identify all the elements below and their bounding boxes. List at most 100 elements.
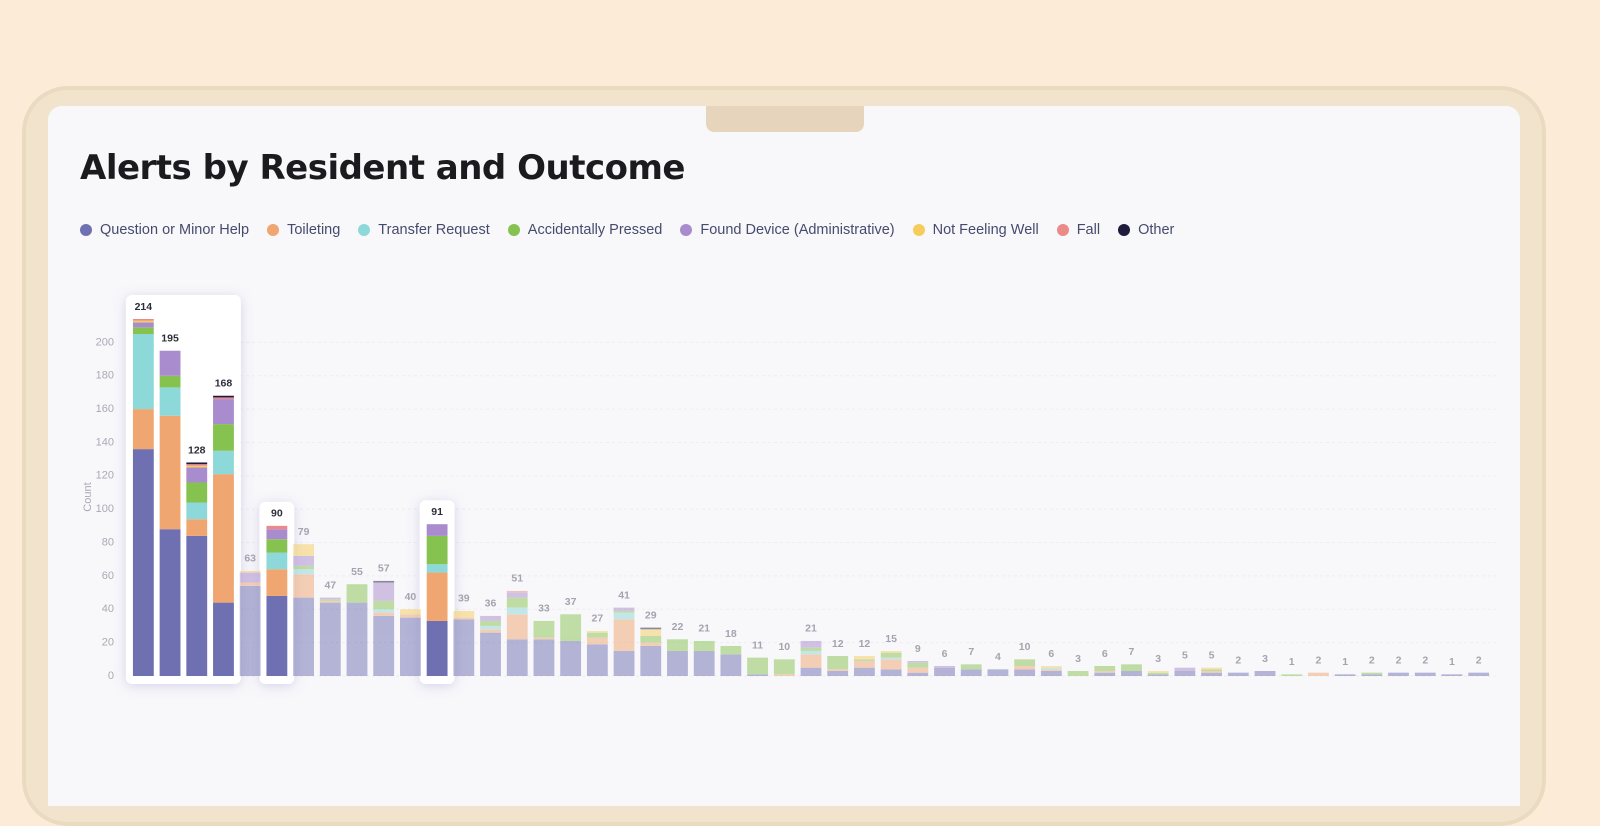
bar-stack (293, 544, 315, 676)
bar-stack (934, 665, 955, 676)
bar-segment (373, 609, 395, 613)
total-label: 90 (271, 508, 283, 520)
bar-segment (693, 650, 715, 676)
bar-segment (1040, 667, 1062, 670)
bar-stack (1147, 670, 1169, 676)
bar-segment (239, 582, 261, 586)
bar-segment (1067, 670, 1089, 676)
legend-item: Fall (1056, 222, 1101, 238)
bar-segment (159, 415, 181, 530)
total-label: 6 (1048, 648, 1054, 660)
bar-stack (346, 584, 368, 676)
bar-segment (533, 637, 555, 640)
legend-label: Found Device (Administrative) (700, 222, 895, 238)
bar-segment (586, 637, 608, 645)
bar-stack (1174, 667, 1196, 676)
bar-segment (426, 524, 448, 536)
bar-segment (853, 655, 875, 660)
bar-stack (773, 659, 795, 676)
bar-stack (613, 607, 635, 676)
bar-stack (506, 590, 528, 676)
bar-segment (346, 584, 368, 603)
bar-stack (560, 614, 582, 676)
bar-segment (506, 614, 528, 640)
bar-stack (640, 627, 662, 676)
total-label: 1 (1449, 656, 1455, 668)
bar-stack (667, 639, 688, 676)
bar-stack (1254, 670, 1276, 676)
total-label: 21 (805, 623, 817, 635)
bar-segment (426, 620, 448, 676)
bar-stack (1094, 665, 1116, 676)
bar-stack (747, 657, 769, 676)
bar-segment (426, 535, 448, 565)
total-label: 47 (324, 579, 336, 591)
bar-segment (1201, 667, 1223, 670)
bar-segment (159, 529, 181, 676)
bar-segment (480, 629, 501, 633)
bar-segment (373, 615, 395, 676)
total-label: 51 (511, 573, 523, 585)
bar-stack (266, 525, 288, 676)
total-label: 4 (995, 651, 1001, 663)
legend: Question or Minor Help Toileting Transfer … (80, 222, 1174, 238)
bar-segment (880, 652, 902, 658)
bar-segment (480, 632, 501, 676)
bar-stack (1040, 665, 1062, 676)
bar-segment (1254, 670, 1276, 676)
total-label: 27 (592, 613, 604, 625)
total-label: 6 (1102, 648, 1108, 660)
bar-segment (934, 667, 955, 676)
bar-segment (747, 657, 769, 675)
bar-segment (720, 645, 742, 655)
bar-stack (239, 570, 261, 676)
bar-segment (1094, 665, 1116, 671)
bar-segment (319, 599, 341, 601)
y-tick-label: 180 (96, 370, 114, 382)
total-label: 12 (832, 638, 844, 650)
bar-segment (1040, 670, 1062, 676)
legend-item: Found Device (Administrative) (680, 222, 895, 238)
legend-label: Question or Minor Help (100, 222, 250, 238)
total-label: 195 (161, 332, 179, 344)
bar-segment (1361, 672, 1383, 675)
total-label: 91 (431, 506, 443, 518)
bar-stack (373, 580, 395, 676)
bar-segment (907, 672, 929, 676)
bar-segment (186, 464, 208, 466)
bar-segment (800, 667, 822, 676)
bar-segment (1334, 674, 1356, 676)
bar-segment (480, 625, 501, 630)
bar-segment (533, 639, 555, 676)
bar-segment (186, 482, 208, 503)
total-label: 3 (1262, 653, 1268, 665)
bar-segment (186, 535, 208, 676)
legend-label: Fall (1076, 222, 1101, 238)
bar-segment (426, 564, 448, 573)
bar-segment (853, 660, 875, 668)
total-label: 9 (915, 643, 921, 655)
total-label: 29 (645, 609, 657, 621)
bar-segment (132, 334, 154, 410)
legend-label: Transfer Request (378, 222, 490, 238)
bar-segment (747, 674, 769, 676)
highlight-card (125, 295, 241, 684)
bar-stack (426, 524, 448, 676)
y-tick-label: 140 (96, 436, 114, 448)
legend-swatch (912, 224, 925, 236)
legend-item: Not Feeling Well (912, 222, 1039, 238)
bar-segment (586, 630, 608, 633)
bar-segment (213, 602, 234, 676)
bar-segment (907, 662, 929, 668)
bar-segment (132, 322, 154, 328)
legend-item: Toileting (267, 222, 340, 238)
bar-segment (346, 602, 368, 676)
bar-segment (1147, 670, 1169, 673)
bar-segment (453, 617, 475, 620)
bar-segment (827, 655, 849, 670)
bar-segment (1014, 659, 1036, 666)
total-label: 2 (1476, 654, 1482, 666)
bar-segment (1174, 667, 1196, 671)
screen (48, 106, 1520, 806)
bar-stack (960, 664, 982, 676)
